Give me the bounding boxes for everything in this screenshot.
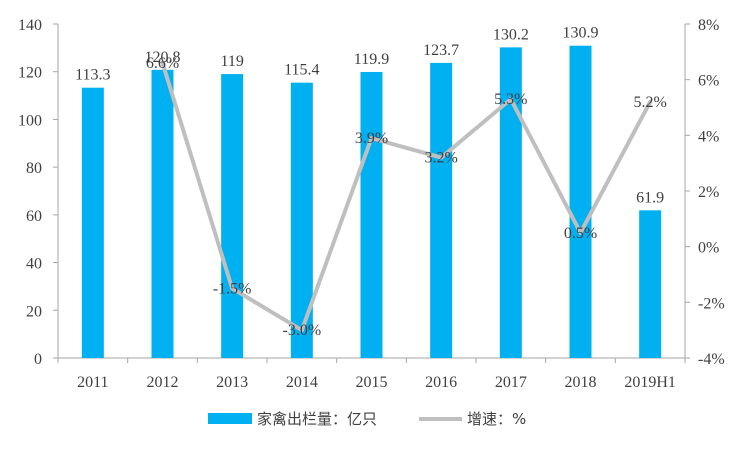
- x-tick-label: 2015: [356, 374, 388, 391]
- growth-point: [508, 97, 513, 102]
- right-tick-label: -4%: [698, 351, 725, 368]
- growth-point: [230, 286, 235, 291]
- x-tick-label: 2014: [286, 374, 318, 391]
- legend-line-label: 增速：%: [467, 410, 526, 428]
- left-tick-label: 0: [34, 351, 42, 368]
- legend-bar-swatch: [208, 413, 252, 424]
- bar: [221, 74, 244, 358]
- x-tick-label: 2016: [425, 374, 457, 391]
- bar: [81, 87, 104, 358]
- growth-value-label: 3.9%: [355, 130, 388, 147]
- right-tick-label: 8%: [698, 17, 719, 34]
- bar-value-label: 113.3: [75, 67, 110, 84]
- bar-value-label: 123.7: [423, 42, 459, 59]
- bar-value-label: 130.9: [563, 25, 599, 42]
- bar-value-label: 119.9: [354, 51, 389, 68]
- legend-bar-label: 家禽出栏量：亿只: [257, 410, 377, 428]
- bar: [290, 82, 313, 358]
- labels-layer: 113.3 120.8 119 115.4 119.9 123.7 130.2 130.9 61…: [75, 25, 667, 339]
- right-tick-label: 2%: [698, 184, 719, 201]
- growth-value-label: 5.3%: [494, 91, 527, 108]
- bar: [569, 45, 592, 359]
- right-tick-label: 0%: [698, 240, 719, 257]
- bar: [639, 210, 662, 358]
- growth-line: [160, 62, 652, 333]
- growth-value-label: 6.6%: [146, 55, 179, 72]
- growth-point: [369, 136, 374, 141]
- bars-layer: [81, 45, 662, 359]
- growth-value-label: 3.2%: [425, 150, 458, 167]
- growth-value-label: -3.0%: [283, 322, 322, 339]
- line-layer: [160, 60, 653, 333]
- x-tick-label: 2012: [147, 374, 179, 391]
- left-tick-label: 100: [18, 112, 42, 129]
- bar-value-label: 120.8: [145, 49, 181, 66]
- bar-value-label: 61.9: [636, 189, 664, 206]
- growth-value-label: 5.2%: [634, 94, 667, 111]
- growth-point: [648, 99, 653, 104]
- bar-value-label: 119: [220, 53, 243, 70]
- bar: [360, 71, 383, 359]
- growth-value-label: -1.5%: [213, 280, 252, 297]
- bar-value-label: 115.4: [284, 62, 319, 79]
- growth-value-label: 0.5%: [564, 225, 597, 242]
- bar: [430, 62, 453, 358]
- x-tick-label: 2017: [495, 374, 527, 391]
- x-tick-label: 2019H1: [624, 374, 676, 391]
- axes-layer: 0 20 40 60 80 100 120 140 -4% -2% 0% 2% 4% 6% 8% 2011 20…: [18, 17, 725, 391]
- x-tick-label: 2013: [216, 374, 248, 391]
- legend: 家禽出栏量：亿只 增速：%: [208, 410, 526, 428]
- bar: [499, 47, 522, 358]
- right-tick-label: 4%: [698, 128, 719, 145]
- right-tick-label: 6%: [698, 73, 719, 90]
- growth-point: [299, 328, 304, 333]
- left-tick-label: 140: [18, 17, 42, 34]
- x-tick-label: 2011: [77, 374, 108, 391]
- left-tick-label: 20: [26, 303, 42, 320]
- growth-point: [439, 155, 444, 160]
- bar: [151, 69, 174, 358]
- growth-point: [578, 230, 583, 235]
- growth-point: [160, 60, 165, 65]
- left-tick-label: 120: [18, 65, 42, 82]
- right-tick-label: -2%: [698, 295, 725, 312]
- x-tick-label: 2018: [565, 374, 597, 391]
- left-tick-label: 60: [26, 208, 42, 225]
- left-tick-label: 40: [26, 256, 42, 273]
- left-tick-label: 80: [26, 160, 42, 177]
- bar-value-label: 130.2: [493, 26, 529, 43]
